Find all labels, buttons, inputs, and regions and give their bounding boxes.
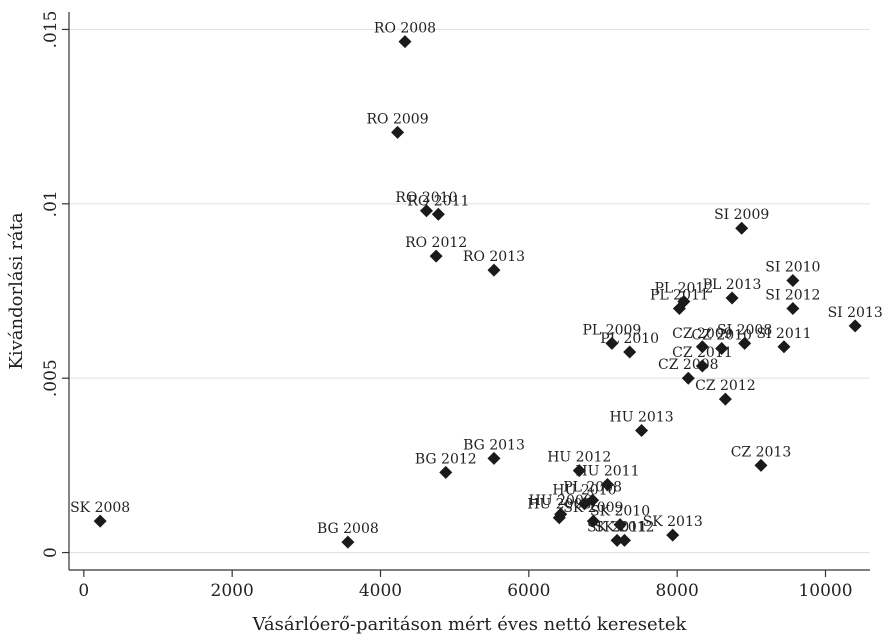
data-point-label-4: RO 2008 [374,21,436,37]
data-point-label-31: CZ 2012 [695,378,756,394]
data-point-label-7: RO 2011 [407,193,469,209]
data-point-37 [786,301,800,315]
data-point-15 [635,424,649,437]
x-tick-label-0: 0 [78,581,89,601]
data-point-38 [848,319,862,333]
data-point-label-16: SK 2009 [563,500,623,516]
data-point-32 [754,458,768,472]
data-point-label-24: PL 2011 [650,287,709,303]
data-point-2 [439,465,453,479]
data-point-label-10: HU 2008 [527,497,591,513]
y-tick-label-0: 0 [41,547,61,558]
data-point-label-9: RO 2013 [463,249,525,265]
data-point-label-36: SI 2011 [756,326,811,342]
data-point-11 [554,507,568,521]
data-point-0 [93,514,107,528]
x-tick-label-4: 8000 [656,581,699,601]
data-point-label-34: SI 2009 [714,207,769,223]
y-tick-label-1: .005 [41,359,61,397]
data-point-36 [777,340,791,354]
data-point-8 [429,249,443,263]
data-point-20 [666,528,680,542]
data-point-25 [677,294,691,308]
data-point-1 [341,535,355,549]
x-tick-label-3: 6000 [507,581,550,601]
data-point-28 [695,340,709,354]
data-point-label-18: SK 2011 [587,519,647,535]
data-point-label-1: BG 2008 [317,521,379,537]
data-point-27 [681,371,695,385]
data-point-label-37: SI 2012 [765,287,820,303]
data-point-3 [487,451,501,465]
data-point-label-0: SK 2008 [70,500,130,516]
data-point-label-2: BG 2012 [415,451,477,467]
data-point-label-38: SI 2013 [828,305,883,321]
data-point-5 [391,125,405,139]
data-point-13 [600,478,614,492]
data-point-label-5: RO 2009 [367,111,429,127]
data-point-label-17: SK 2010 [590,504,650,520]
data-point-17 [613,518,627,532]
data-point-label-21: PL 2008 [563,479,622,495]
data-point-9 [487,263,501,277]
data-point-label-26: PL 2013 [703,277,762,293]
data-point-label-11: HU 2009 [529,493,593,509]
gridlines [69,28,870,554]
data-point-31 [718,392,732,406]
data-point-label-29: CZ 2010 [691,328,752,344]
data-point-label-23: PL 2010 [600,331,659,347]
data-point-19 [618,533,632,547]
data-point-33 [738,336,752,350]
data-point-label-30: CZ 2011 [672,345,733,361]
data-point-label-6: RO 2010 [395,190,457,206]
y-axis-ticks: 0 .005 .01 .015 [41,11,69,558]
x-axis-title: Vásárlóerő-paritáson mért éves nettó ker… [252,614,688,635]
data-point-label-22: PL 2009 [583,322,642,338]
data-point-label-35: SI 2010 [765,260,820,276]
data-point-4 [398,35,412,49]
data-point-label-3: BG 2013 [463,437,525,453]
data-point-label-28: CZ 2009 [672,326,733,342]
x-tick-label-5: 10000 [798,581,852,601]
data-point-label-15: HU 2013 [610,410,674,426]
data-point-14 [572,464,586,478]
data-point-18 [610,533,624,547]
y-tick-label-3: .015 [41,11,61,49]
x-tick-label-1: 2000 [211,581,254,601]
data-point-label-19: SK 2012 [594,519,654,535]
y-tick-label-2: .01 [41,190,61,217]
data-point-label-32: CZ 2013 [731,444,792,460]
x-axis-ticks: 0 2000 4000 6000 8000 10000 [78,570,853,601]
y-axis-title: Kivándorlási ráta [6,212,27,369]
data-point-label-8: RO 2012 [405,235,467,251]
data-point-30 [695,359,709,373]
data-point-22 [605,336,619,350]
data-point-29 [715,342,729,356]
data-point-6 [419,204,433,218]
data-point-21 [586,493,600,507]
data-point-label-20: SK 2013 [643,514,703,530]
data-point-16 [586,514,600,528]
data-point-35 [786,274,800,288]
data-point-23 [623,345,637,359]
data-point-label-33: SI 2008 [717,322,772,338]
data-point-7 [431,207,445,221]
data-point-label-12: HU 2010 [552,483,616,499]
data-point-label-25: PL 2012 [654,280,713,296]
data-point-34 [735,221,749,235]
data-point-26 [725,291,739,305]
data-point-label-13: HU 2011 [575,464,639,480]
data-point-label-14: HU 2012 [547,450,611,466]
x-tick-label-2: 4000 [359,581,402,601]
